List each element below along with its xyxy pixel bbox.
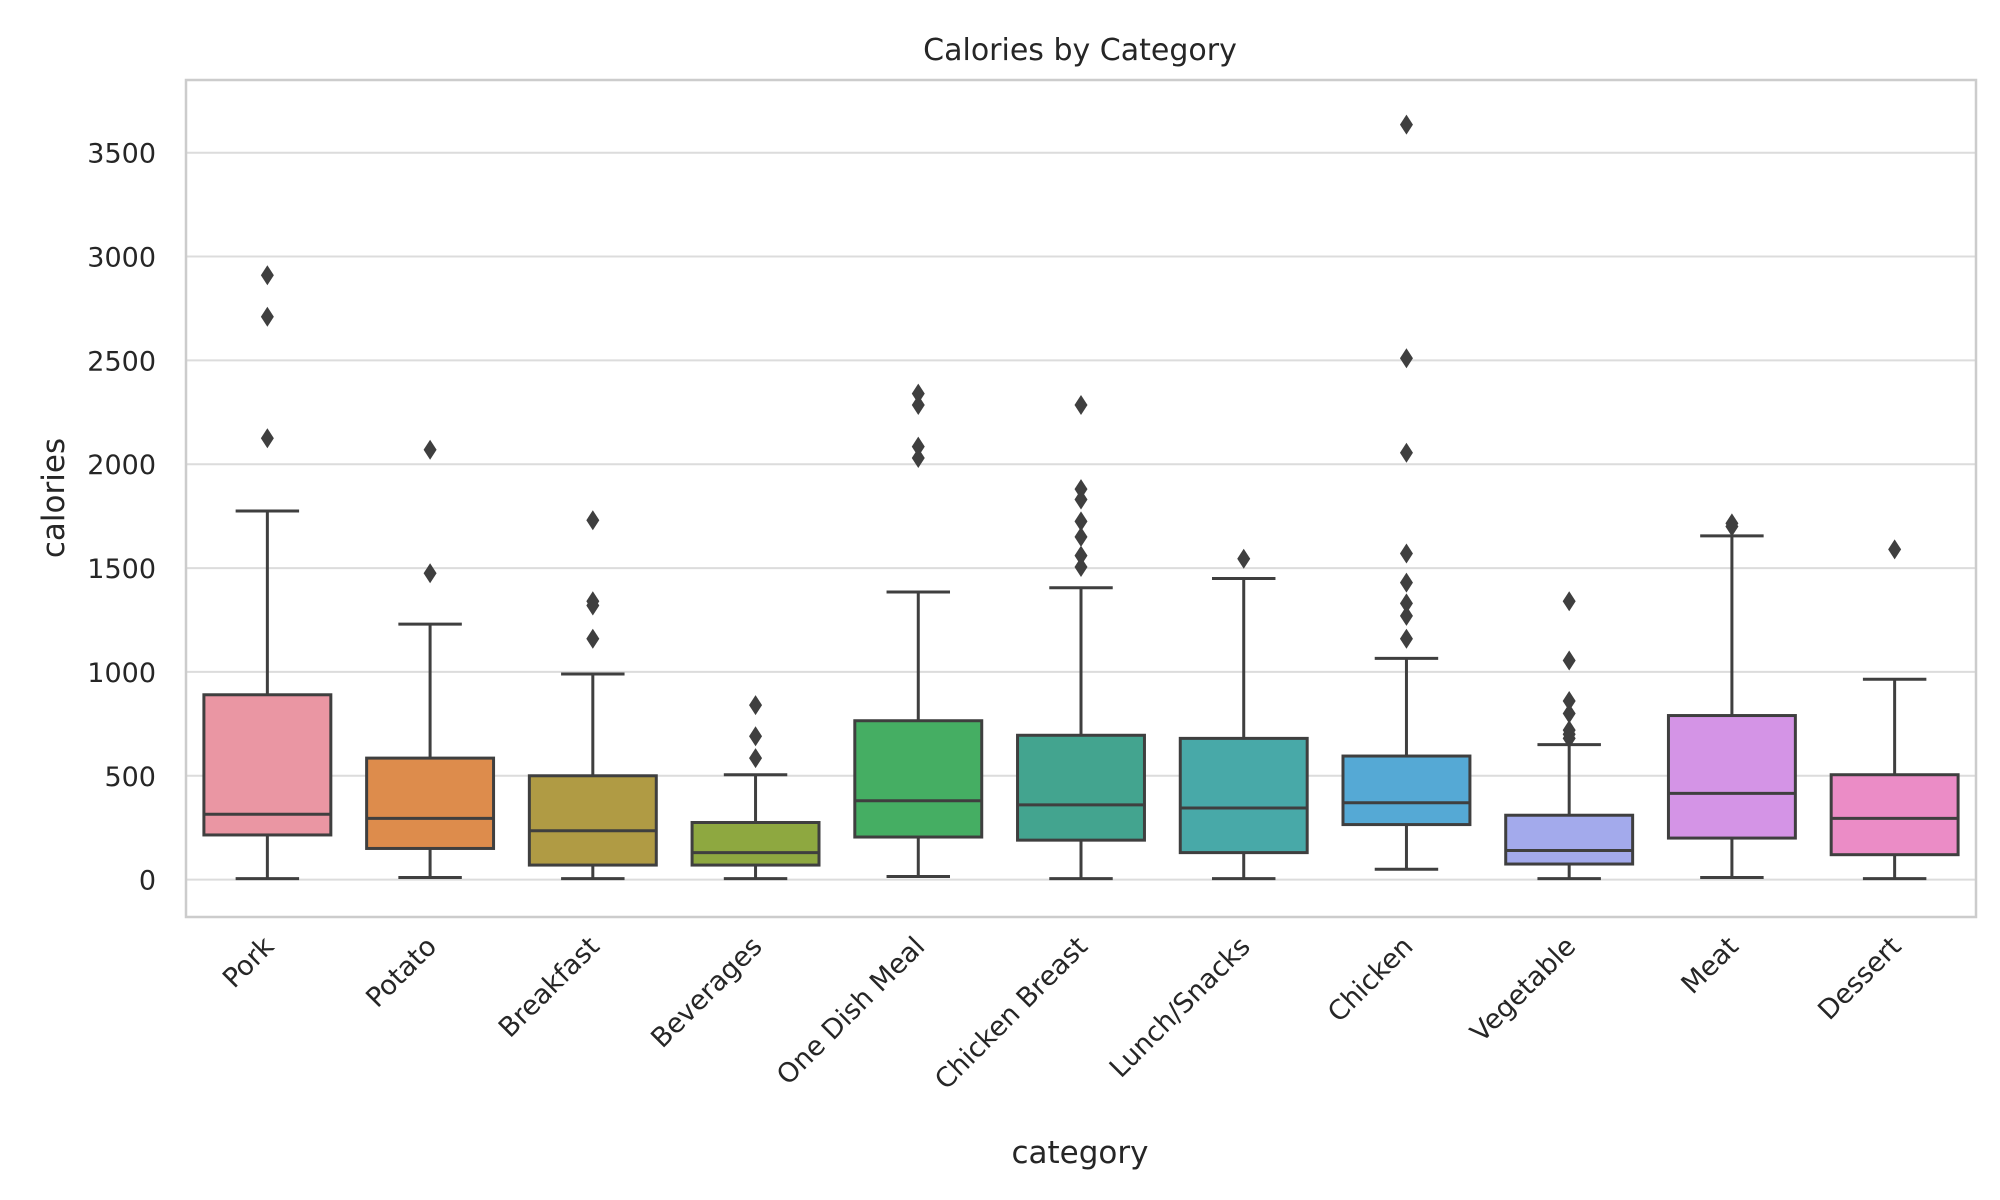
y-axis-label: calories xyxy=(36,438,72,558)
y-tick-label: 2000 xyxy=(87,450,156,481)
outlier-point xyxy=(423,439,437,460)
outlier-point xyxy=(1399,543,1413,564)
y-tick-label: 1500 xyxy=(87,554,156,585)
outlier-point xyxy=(749,748,763,769)
outlier-point xyxy=(1074,545,1088,566)
y-tick-label: 500 xyxy=(104,762,156,793)
interquartile-box xyxy=(853,719,984,839)
y-tick-label: 3000 xyxy=(87,243,156,274)
y-tick-label: 2500 xyxy=(87,346,156,377)
x-tick-label: One Dish Meal xyxy=(771,931,931,1091)
y-axis-ticks: 0 500 1000 1500 2000 2500 3000 3500 xyxy=(87,139,156,897)
outlier-point xyxy=(1399,442,1413,463)
outlier-point xyxy=(1074,557,1088,578)
box-vegetable xyxy=(1504,591,1635,881)
box-series xyxy=(202,114,1960,881)
outlier-point xyxy=(1074,395,1088,416)
outlier-point xyxy=(1074,511,1088,532)
outlier-point xyxy=(586,628,600,649)
interquartile-box xyxy=(1504,813,1635,866)
x-tick-label: Lunch/Snacks xyxy=(1104,931,1257,1084)
interquartile-box xyxy=(527,774,658,867)
box-meat xyxy=(1666,513,1797,880)
outlier-point xyxy=(260,265,274,286)
outlier-point xyxy=(1562,691,1576,711)
box-lunch-snacks xyxy=(1178,548,1309,881)
box-pork xyxy=(202,265,333,881)
chart-title: Calories by Category xyxy=(923,33,1237,68)
x-tick-label: Breakfast xyxy=(493,931,606,1044)
box-potato xyxy=(365,439,496,880)
x-tick-label: Vegetable xyxy=(1465,931,1582,1048)
y-tick-label: 3500 xyxy=(87,139,156,170)
outlier-point xyxy=(1399,628,1413,649)
box-dessert xyxy=(1829,539,1960,881)
plot-frame xyxy=(184,78,1978,919)
y-tick-label: 0 xyxy=(139,866,156,897)
outlier-point xyxy=(1888,539,1902,560)
x-tick-label: Potato xyxy=(360,931,443,1014)
box-one-dish-meal xyxy=(853,383,984,878)
box-beverages xyxy=(690,695,821,881)
outlier-point xyxy=(1399,348,1413,369)
interquartile-box xyxy=(690,821,821,867)
interquartile-box xyxy=(365,756,496,850)
outlier-point xyxy=(1399,572,1413,593)
box-breakfast xyxy=(527,510,658,881)
box-chicken-breast xyxy=(1016,395,1146,881)
interquartile-box xyxy=(1666,714,1797,840)
x-tick-label: Chicken xyxy=(1322,931,1419,1028)
outlier-point xyxy=(1399,605,1413,626)
outlier-point xyxy=(1399,114,1413,135)
outlier-point xyxy=(911,395,925,416)
outlier-point xyxy=(911,448,925,468)
x-tick-label: Dessert xyxy=(1812,931,1907,1026)
outlier-point xyxy=(1562,650,1576,671)
x-axis-ticks: Pork Potato Breakfast Beverages One Dish Mea… xyxy=(217,931,1908,1096)
x-tick-label: Chicken Breast xyxy=(929,931,1094,1096)
x-tick-label: Beverages xyxy=(645,931,768,1054)
outlier-point xyxy=(260,306,274,327)
outlier-point xyxy=(1399,593,1413,614)
outlier-point xyxy=(586,591,600,612)
interquartile-box xyxy=(1341,754,1472,827)
outlier-point xyxy=(1074,489,1088,510)
y-tick-label: 1000 xyxy=(87,658,156,689)
x-tick-label: Meat xyxy=(1676,931,1745,1000)
outlier-point xyxy=(1562,591,1576,612)
interquartile-box xyxy=(202,693,333,837)
box-chicken xyxy=(1341,114,1472,871)
outlier-point xyxy=(260,428,274,449)
outlier-point xyxy=(1237,548,1251,569)
x-tick-label: Pork xyxy=(217,931,281,995)
outlier-point xyxy=(1074,479,1088,500)
outlier-point xyxy=(749,695,763,716)
x-axis-label: category xyxy=(1011,1135,1148,1171)
outlier-point xyxy=(1725,513,1739,534)
outlier-point xyxy=(586,510,600,531)
outlier-point xyxy=(911,436,925,457)
outlier-point xyxy=(423,563,437,584)
outlier-point xyxy=(911,383,925,404)
interquartile-box xyxy=(1829,773,1960,857)
outlier-point xyxy=(1074,526,1088,547)
interquartile-box xyxy=(1178,736,1309,855)
outlier-point xyxy=(749,726,763,747)
outlier-point xyxy=(1562,720,1576,741)
interquartile-box xyxy=(1016,733,1146,842)
outlier-point xyxy=(1562,703,1576,724)
